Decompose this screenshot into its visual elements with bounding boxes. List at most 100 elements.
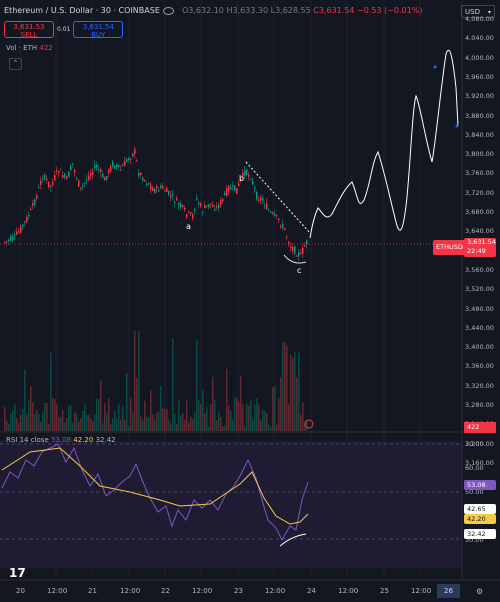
candle[interactable] [40,180,42,185]
candle[interactable] [82,185,84,187]
candle[interactable] [294,246,296,254]
projection-path[interactable] [309,49,459,239]
candle[interactable] [228,185,230,192]
candle[interactable] [18,231,20,233]
candle[interactable] [12,236,14,241]
candle[interactable] [250,179,252,181]
candle[interactable] [216,206,218,208]
candle[interactable] [208,204,210,208]
candle[interactable] [64,173,66,178]
candle[interactable] [260,197,262,201]
candle[interactable] [178,202,180,206]
candle[interactable] [204,205,206,209]
wave-label-c[interactable]: c [297,266,302,275]
candle[interactable] [88,175,90,180]
candle[interactable] [66,176,68,179]
candle[interactable] [186,214,188,218]
candle[interactable] [226,188,228,196]
candle[interactable] [46,178,48,181]
candle[interactable] [124,161,126,166]
candle[interactable] [138,172,140,176]
candle[interactable] [196,198,198,200]
volume-legend[interactable]: Vol · ETH 422 [6,44,53,52]
candle[interactable] [278,218,280,221]
candle[interactable] [214,209,216,211]
candle[interactable] [38,187,40,189]
candle[interactable] [6,240,8,242]
candle[interactable] [148,183,150,185]
candle[interactable] [190,212,192,214]
candle[interactable] [22,224,24,227]
candle[interactable] [130,159,132,161]
candle[interactable] [32,203,34,206]
candle[interactable] [160,185,162,189]
candle[interactable] [272,212,274,214]
candle[interactable] [60,168,62,170]
candle[interactable] [222,198,224,202]
candle[interactable] [174,202,176,204]
buy-button[interactable]: 3,631.54 BUY [73,21,124,39]
candle[interactable] [242,172,244,178]
candle[interactable] [118,164,120,168]
candle[interactable] [24,221,26,223]
candle[interactable] [16,231,18,235]
candle[interactable] [34,199,36,205]
candle[interactable] [72,163,74,165]
path-handle[interactable] [433,65,437,69]
candle[interactable] [122,164,124,167]
candle[interactable] [182,205,184,207]
rsi-line[interactable] [1,443,309,542]
candle[interactable] [240,179,242,181]
candle[interactable] [96,165,98,168]
candle[interactable] [206,205,208,207]
candle[interactable] [198,202,200,205]
candle[interactable] [184,207,186,210]
candle[interactable] [158,189,160,192]
candle[interactable] [244,170,246,176]
candle[interactable] [268,210,270,212]
candle[interactable] [234,185,236,191]
candle[interactable] [116,165,118,167]
candle[interactable] [62,175,64,178]
candle[interactable] [296,255,298,257]
candle[interactable] [170,195,172,198]
candle[interactable] [192,214,194,219]
candle[interactable] [90,173,92,176]
candle[interactable] [266,203,268,210]
sell-button[interactable]: 3,631.53 SELL [4,21,54,39]
candle[interactable] [146,183,148,185]
candle[interactable] [128,157,130,160]
candle[interactable] [300,252,302,254]
candle[interactable] [140,172,142,176]
gear-icon[interactable]: ⚙ [476,587,484,596]
candle[interactable] [280,226,282,228]
candle[interactable] [36,195,38,199]
candle[interactable] [224,192,226,196]
candle[interactable] [264,205,266,207]
candle[interactable] [304,245,306,247]
candle[interactable] [176,198,178,201]
candle[interactable] [28,214,30,217]
candle[interactable] [50,185,52,187]
candle[interactable] [132,153,134,157]
candle[interactable] [180,203,182,208]
candle[interactable] [212,204,214,207]
candle[interactable] [188,211,190,213]
candle[interactable] [4,241,6,243]
candle[interactable] [86,179,88,181]
candle[interactable] [144,179,146,181]
candle[interactable] [110,166,112,172]
candle[interactable] [230,187,232,190]
candle[interactable] [102,173,104,178]
candle[interactable] [8,239,10,242]
candle[interactable] [248,174,250,177]
candle[interactable] [162,185,164,189]
candle[interactable] [100,169,102,172]
candle[interactable] [10,236,12,241]
candle[interactable] [136,160,138,162]
candles[interactable] [4,146,308,261]
candle[interactable] [202,211,204,213]
candle[interactable] [114,166,116,169]
candle[interactable] [98,169,100,171]
candle[interactable] [274,213,276,216]
